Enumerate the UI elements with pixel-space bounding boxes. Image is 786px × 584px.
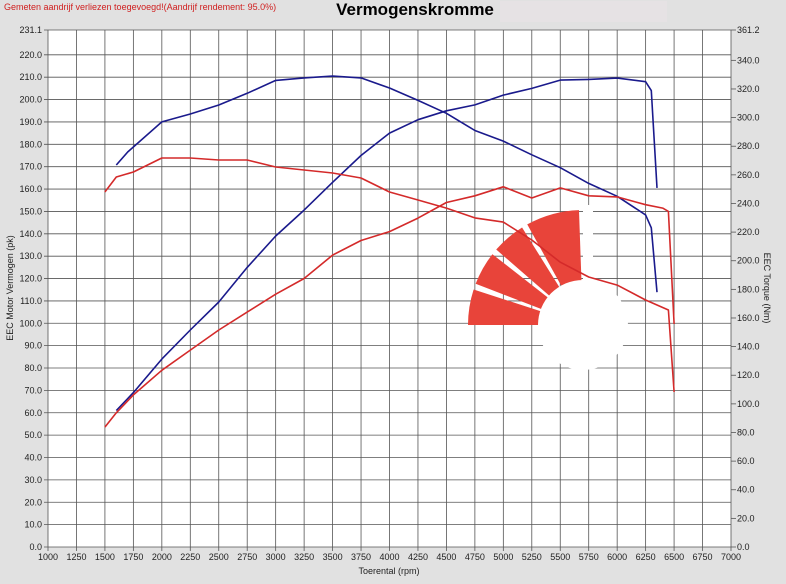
- title-background: [500, 1, 667, 22]
- red-gauge-logo: [468, 205, 628, 370]
- x-tick-label: 1250: [66, 552, 86, 562]
- x-tick-label: 6250: [636, 552, 656, 562]
- chart-title: Vermogenskromme: [336, 0, 494, 19]
- y-tick-label: 200.0: [19, 95, 42, 105]
- y2-tick-label: 20.0: [737, 513, 755, 523]
- y2-tick-label: 240.0: [737, 198, 760, 208]
- x-tick-label: 5000: [493, 552, 513, 562]
- y-tick-label: 100.0: [19, 318, 42, 328]
- y-tick-label: 130.0: [19, 251, 42, 261]
- x-tick-label: 6500: [664, 552, 684, 562]
- y-axis-label: EEC Motor Vermogen (pk): [5, 235, 15, 341]
- x-tick-label: 4250: [408, 552, 428, 562]
- x-tick-label: 5500: [550, 552, 570, 562]
- x-tick-label: 1750: [123, 552, 143, 562]
- y-tick-label: 20.0: [24, 497, 42, 507]
- y-tick-label: 10.0: [24, 520, 42, 530]
- x-tick-label: 4750: [465, 552, 485, 562]
- x-tick-label: 6000: [607, 552, 627, 562]
- x-tick-label: 5250: [522, 552, 542, 562]
- x-tick-label: 2250: [180, 552, 200, 562]
- y-tick-label: 150.0: [19, 206, 42, 216]
- y-tick-label: 160.0: [19, 184, 42, 194]
- axis-ticks: 1000 1250 1500 1750 2000 2250 2500 2750 3000 3250…: [19, 25, 759, 562]
- y-tick-label: 90.0: [24, 341, 42, 351]
- x-tick-label: 3000: [266, 552, 286, 562]
- y2-axis-label: EEC Torque (Nm): [762, 253, 772, 324]
- series-line-1: [115, 77, 658, 412]
- drivetrain-loss-note: Gemeten aandrijf verliezen toegevoegd!(A…: [4, 2, 277, 12]
- y2-tick-label: 180.0: [737, 284, 760, 294]
- x-tick-label: 4500: [436, 552, 456, 562]
- y-tick-label: 231.1: [19, 25, 42, 35]
- y-tick-label: 50.0: [24, 430, 42, 440]
- y-tick-label: 0.0: [29, 542, 42, 552]
- x-tick-label: 2000: [152, 552, 172, 562]
- y2-tick-label: 300.0: [737, 113, 760, 123]
- logo-hub: [538, 280, 628, 370]
- y-tick-label: 110.0: [20, 296, 42, 306]
- x-tick-label: 4000: [379, 552, 399, 562]
- y2-tick-label: 260.0: [737, 170, 760, 180]
- x-tick-label: 2500: [209, 552, 229, 562]
- series-line-4: [104, 157, 675, 393]
- y2-tick-label: 40.0: [737, 485, 755, 495]
- y2-tick-label: 340.0: [737, 55, 760, 65]
- y-tick-label: 190.0: [19, 117, 42, 127]
- x-tick-label: 3750: [351, 552, 371, 562]
- x-tick-label: 7000: [721, 552, 741, 562]
- y2-tick-label: 100.0: [737, 399, 760, 409]
- series-line-3: [104, 186, 675, 428]
- y-tick-label: 60.0: [24, 408, 42, 418]
- y-tick-label: 70.0: [24, 385, 42, 395]
- y2-tick-label: 140.0: [737, 342, 760, 352]
- x-tick-label: 3500: [323, 552, 343, 562]
- y2-tick-label: 361.2: [737, 25, 760, 35]
- x-axis-label: Toerental (rpm): [358, 566, 419, 576]
- y-tick-label: 40.0: [24, 453, 42, 463]
- y-tick-label: 170.0: [19, 162, 42, 172]
- logo-mask: [583, 205, 593, 330]
- y2-tick-label: 280.0: [737, 141, 760, 151]
- y-tick-label: 140.0: [19, 229, 42, 239]
- x-tick-label: 6750: [693, 552, 713, 562]
- y-tick-label: 180.0: [19, 139, 42, 149]
- y2-tick-label: 120.0: [737, 370, 760, 380]
- series-lines: [104, 75, 675, 428]
- y2-tick-label: 60.0: [737, 456, 755, 466]
- y2-tick-label: 320.0: [737, 84, 760, 94]
- series-line-2: [115, 75, 658, 293]
- y2-tick-label: 220.0: [737, 227, 760, 237]
- y-tick-label: 210.0: [19, 72, 42, 82]
- y2-tick-label: 200.0: [737, 256, 760, 266]
- y-tick-label: 80.0: [24, 363, 42, 373]
- y-tick-label: 220.0: [19, 50, 42, 60]
- y-tick-label: 30.0: [24, 475, 42, 485]
- x-tick-label: 1000: [38, 552, 58, 562]
- x-tick-label: 1500: [95, 552, 115, 562]
- y-tick-label: 120.0: [19, 274, 42, 284]
- x-tick-label: 3250: [294, 552, 314, 562]
- y2-tick-label: 80.0: [737, 427, 755, 437]
- x-tick-label: 2750: [237, 552, 257, 562]
- y2-tick-label: 160.0: [737, 313, 760, 323]
- y2-tick-label: 0.0: [737, 542, 750, 552]
- x-tick-label: 5750: [579, 552, 599, 562]
- grid: [44, 29, 732, 551]
